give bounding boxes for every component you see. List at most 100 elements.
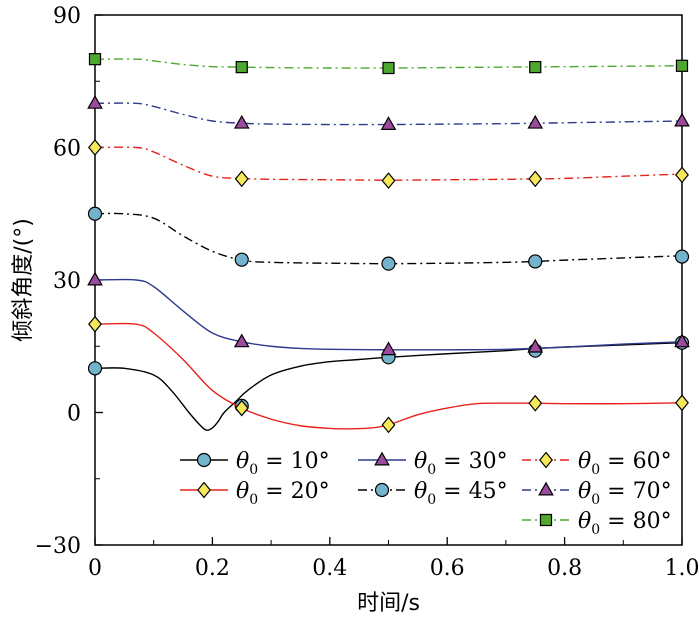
- legend-subscript: 0: [591, 462, 600, 478]
- circle-marker: [87, 206, 103, 221]
- x-tick-label: 1.0: [665, 556, 700, 581]
- diamond-marker: [197, 481, 211, 499]
- legend-item: θ0 = 60°: [522, 449, 672, 478]
- legend-subscript: 0: [591, 492, 600, 508]
- legend-item: θ0 = 20°: [180, 479, 330, 508]
- y-tick-label: 0: [67, 402, 81, 427]
- triangle-marker: [233, 114, 250, 129]
- diamond-marker: [381, 416, 396, 434]
- circle-marker: [381, 256, 396, 271]
- legend-value: = 80°: [600, 509, 671, 534]
- circle-marker: [87, 361, 103, 376]
- legend-item: θ0 = 10°: [180, 449, 330, 478]
- legend-theta: θ: [578, 449, 591, 474]
- y-tick-label: 90: [53, 4, 81, 29]
- circle-marker: [374, 482, 390, 498]
- circle-marker: [674, 249, 690, 264]
- triangle-marker: [380, 341, 397, 356]
- legend-label: θ0 = 45°: [414, 479, 508, 508]
- legend-item: θ0 = 80°: [522, 509, 672, 538]
- diamond-marker: [88, 139, 102, 156]
- series-layer: [87, 53, 690, 434]
- series-3: [87, 271, 690, 356]
- triangle-marker: [674, 333, 690, 348]
- legend-theta: θ: [414, 479, 427, 504]
- triangle-marker: [527, 338, 544, 353]
- legend-item: θ0 = 30°: [358, 449, 508, 478]
- y-tick-label: 60: [53, 137, 81, 162]
- x-tick-label: 0: [88, 556, 102, 581]
- legend-subscript: 0: [249, 462, 258, 478]
- diamond-marker: [675, 166, 689, 184]
- series-6: [87, 94, 690, 131]
- legend-value: = 20°: [258, 479, 329, 504]
- square-marker: [235, 60, 248, 74]
- legend-theta: θ: [578, 479, 591, 504]
- square-marker: [675, 59, 689, 72]
- legend-value: = 10°: [258, 449, 329, 474]
- legend-theta: θ: [578, 509, 591, 534]
- legend-value: = 60°: [600, 449, 671, 474]
- legend-subscript: 0: [427, 492, 436, 508]
- diamond-marker: [539, 451, 553, 469]
- legend-value: = 70°: [600, 479, 671, 504]
- diamond-marker: [88, 315, 102, 333]
- legend-theta: θ: [414, 449, 427, 474]
- legend-theta: θ: [236, 479, 249, 504]
- diamond-marker: [528, 170, 543, 188]
- axes: 0 0.2 0.4 0.6 0.8 1.0 −30 0 30 60 90: [35, 4, 700, 581]
- legend-subscript: 0: [249, 492, 258, 508]
- square-marker: [539, 513, 553, 527]
- y-axis-label: 倾斜角度/(°): [11, 218, 36, 342]
- y-tick-label: 30: [53, 269, 81, 294]
- series-line: [94, 58, 683, 69]
- series-line: [94, 342, 683, 431]
- legend-value: = 45°: [436, 479, 507, 504]
- x-axis-label: 时间/s: [357, 591, 420, 616]
- diamond-marker: [675, 394, 689, 412]
- series-line: [94, 278, 683, 351]
- diamond-marker: [528, 394, 543, 412]
- diamond-marker: [234, 170, 249, 188]
- legend-theta: θ: [236, 449, 249, 474]
- legend-item: θ0 = 45°: [358, 479, 508, 508]
- square-marker: [529, 60, 542, 74]
- legend-label: θ0 = 70°: [578, 479, 672, 508]
- legend-item: θ0 = 70°: [522, 479, 672, 508]
- y-tick-label: −30: [35, 534, 81, 559]
- legend-label: θ0 = 20°: [236, 479, 330, 508]
- series-line: [94, 102, 683, 126]
- circle-marker: [196, 452, 212, 468]
- legend-label: θ0 = 80°: [578, 509, 672, 538]
- triangle-marker: [87, 271, 103, 286]
- diamond-marker: [234, 399, 249, 417]
- triangle-marker: [674, 112, 690, 127]
- legend-value: = 30°: [436, 449, 507, 474]
- series-line: [94, 322, 683, 430]
- series-line: [94, 212, 683, 265]
- series-5: [88, 139, 689, 190]
- series-4: [87, 206, 690, 271]
- triangle-marker: [538, 481, 554, 496]
- series-2: [88, 315, 689, 434]
- series-7: [88, 53, 689, 75]
- legend-label: θ0 = 60°: [578, 449, 672, 478]
- legend: θ0 = 10°θ0 = 20°θ0 = 30°θ0 = 45°θ0 = 60°…: [180, 449, 672, 538]
- diamond-marker: [381, 172, 396, 190]
- legend-label: θ0 = 10°: [236, 449, 330, 478]
- triangle-marker: [527, 114, 544, 129]
- square-marker: [382, 61, 395, 75]
- x-tick-label: 0.2: [195, 556, 230, 581]
- x-tick-label: 0.6: [430, 556, 465, 581]
- legend-subscript: 0: [591, 522, 600, 538]
- triangle-marker: [374, 451, 390, 466]
- x-tick-label: 0.8: [547, 556, 582, 581]
- series-line: [94, 146, 683, 181]
- legend-label: θ0 = 30°: [414, 449, 508, 478]
- triangle-marker: [380, 116, 397, 131]
- triangle-marker: [233, 333, 250, 348]
- triangle-marker: [87, 94, 103, 109]
- circle-marker: [528, 254, 543, 269]
- legend-subscript: 0: [427, 462, 436, 478]
